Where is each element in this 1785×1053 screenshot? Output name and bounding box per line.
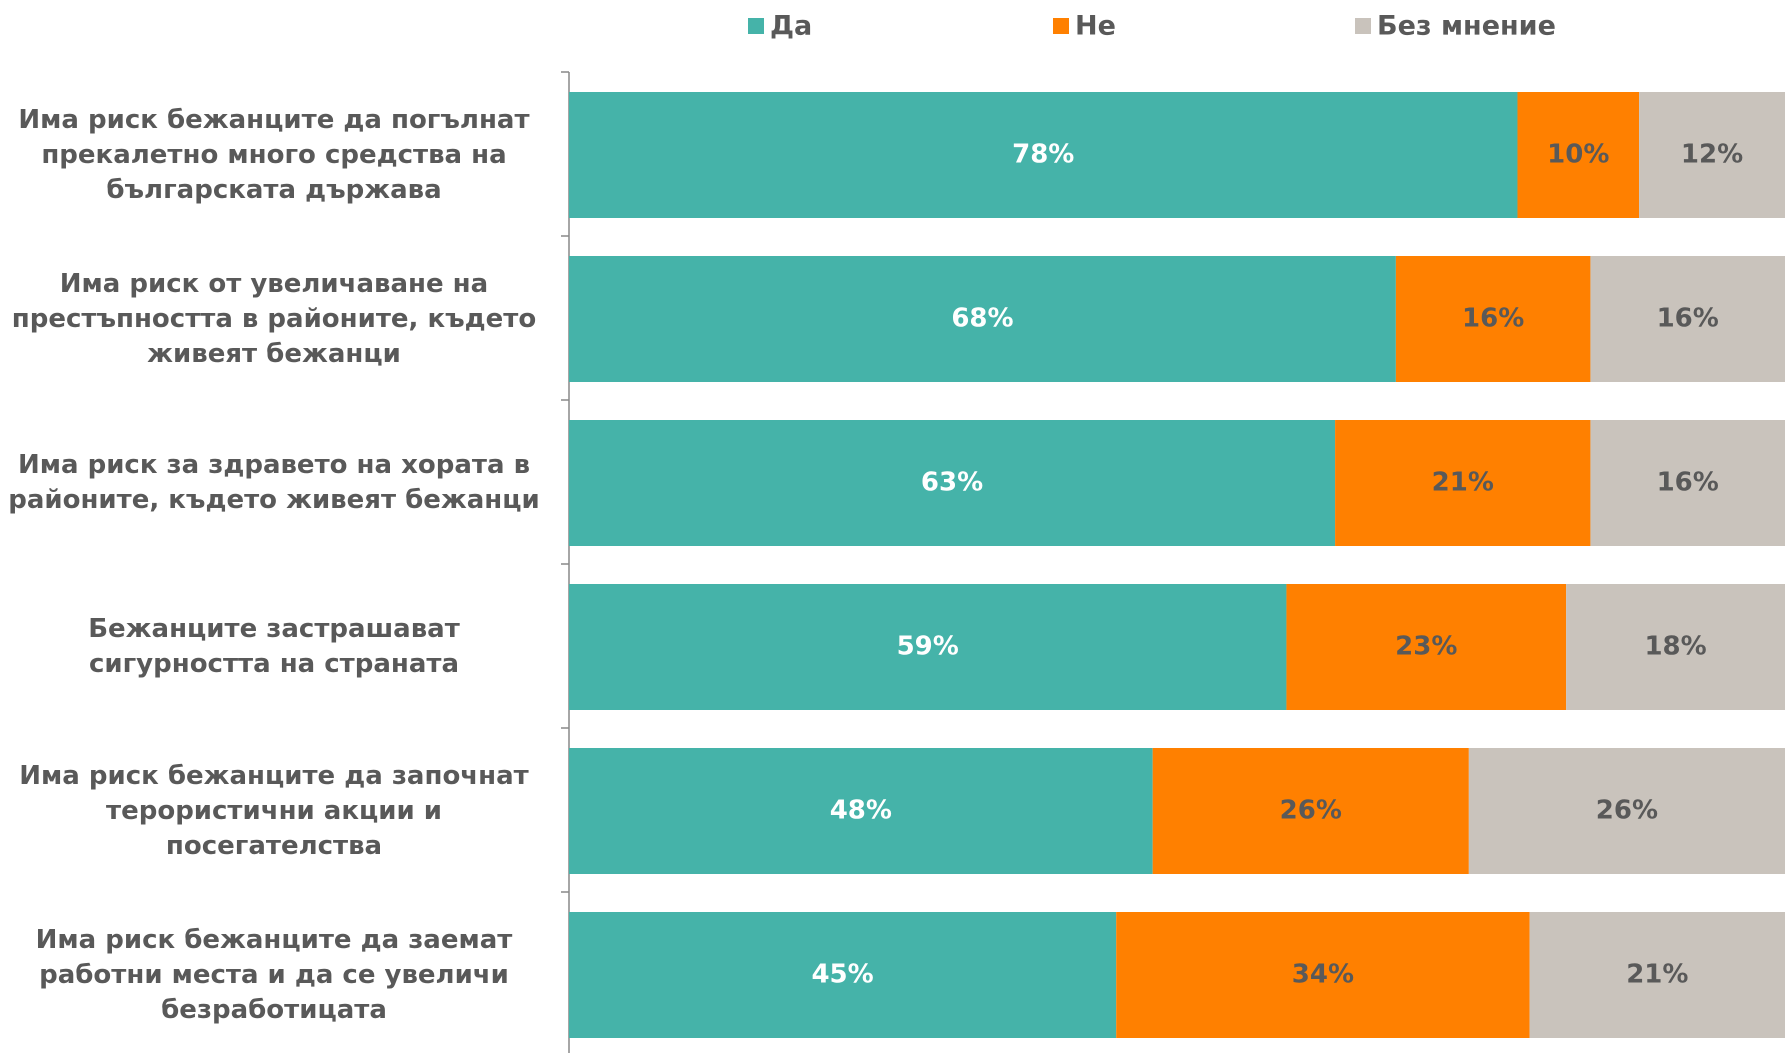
data-label: 48%: [830, 796, 892, 826]
category-label: Има риск бежанците да започнат терористи…: [19, 760, 529, 861]
bar-segment: [1639, 92, 1785, 218]
bar-segment: [1566, 584, 1785, 710]
bar-segment: [1286, 584, 1567, 710]
data-label: 23%: [1395, 632, 1457, 662]
bar-segment: [1395, 256, 1591, 382]
data-label: 10%: [1547, 140, 1609, 170]
bar-segment: [569, 584, 1287, 710]
legend-swatch: [1053, 18, 1069, 34]
bar-segment: [1590, 256, 1785, 382]
legend-label: Без мнение: [1377, 11, 1556, 42]
data-label: 21%: [1432, 468, 1494, 498]
bar-segment: [569, 256, 1396, 382]
data-label: 63%: [921, 468, 983, 498]
data-label: 18%: [1644, 632, 1706, 662]
legend-label: Не: [1075, 11, 1116, 42]
bar-segment: [1335, 420, 1591, 546]
bar-segment: [1152, 748, 1469, 874]
data-label: 16%: [1462, 304, 1524, 334]
bar-segment: [1116, 912, 1530, 1038]
data-label: 16%: [1657, 468, 1719, 498]
category-label: Има риск бежанците да погълнат прекалетн…: [18, 104, 530, 205]
data-label: 12%: [1681, 140, 1743, 170]
bar-segment: [1590, 420, 1785, 546]
category-label: Бежанците застрашават сигурността на стр…: [88, 614, 460, 679]
legend-swatch: [748, 18, 764, 34]
data-label: 34%: [1292, 960, 1354, 990]
bar-segment: [1468, 748, 1785, 874]
bar-segment: [1517, 92, 1640, 218]
bar-segment: [1529, 912, 1785, 1038]
data-label: 68%: [951, 304, 1013, 334]
data-label: 45%: [811, 960, 873, 990]
data-label: 59%: [897, 632, 959, 662]
category-label: Има риск от увеличаване на престъпността…: [11, 268, 537, 369]
bar-segment: [569, 92, 1518, 218]
bar-segment: [569, 912, 1117, 1038]
data-label: 21%: [1626, 960, 1688, 990]
bar-segment: [569, 748, 1153, 874]
legend-label: Да: [770, 11, 812, 42]
data-label: 26%: [1280, 796, 1342, 826]
data-label: 78%: [1012, 140, 1074, 170]
data-label: 16%: [1657, 304, 1719, 334]
bar-segment: [569, 420, 1336, 546]
legend-swatch: [1355, 18, 1371, 34]
data-label: 26%: [1596, 796, 1658, 826]
category-label: Има риск бежанците да заемат работни мес…: [35, 924, 513, 1025]
category-label: Има риск за здравето на хората в районит…: [8, 450, 540, 515]
